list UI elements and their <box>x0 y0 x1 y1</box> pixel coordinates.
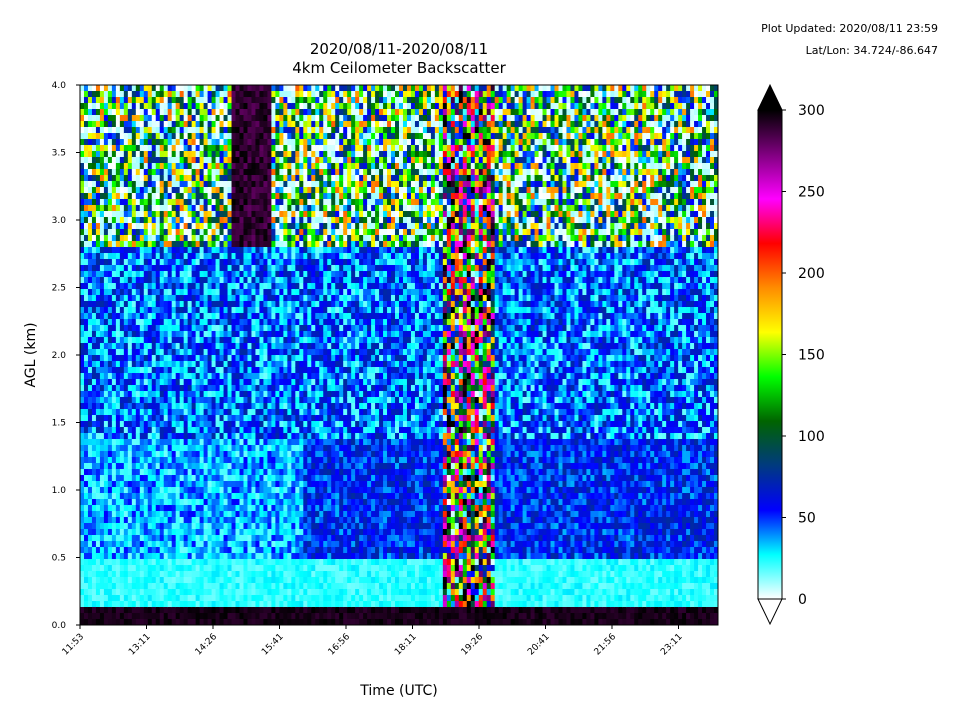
colorbar-tick-label: 200 <box>798 266 825 282</box>
colorbar-tick-label: 100 <box>798 429 825 445</box>
x-tick-label: 20:41 <box>526 632 551 657</box>
colorbar-tick-label: 250 <box>798 185 825 201</box>
colorbar-tick-label: 0 <box>798 592 807 608</box>
x-tick-label: 16:56 <box>327 632 353 658</box>
y-tick-label: 3.5 <box>52 149 66 159</box>
colorbar-tick-label: 300 <box>798 103 825 119</box>
colorbar-tick-label: 150 <box>798 348 825 364</box>
colorbar-tick-label: 50 <box>798 511 816 527</box>
x-tick-label: 21:56 <box>593 632 619 658</box>
y-axis-label: AGL (km) <box>23 322 39 387</box>
colorbar-extend-min <box>757 598 783 626</box>
colorbar-extend-max <box>757 83 783 111</box>
y-tick-label: 0.5 <box>52 554 66 564</box>
x-tick-label: 23:11 <box>659 632 684 657</box>
x-axis: 11:53 13:11 14:26 15:41 16:56 18:11 19:26 20:41… <box>61 625 685 657</box>
x-tick-label: 15:41 <box>260 632 285 657</box>
x-axis-label: Time (UTC) <box>359 683 437 699</box>
y-tick-label: 1.0 <box>52 486 67 496</box>
colorbar-gradient <box>757 109 783 600</box>
y-tick-label: 2.0 <box>52 351 67 361</box>
x-tick-label: 19:26 <box>460 632 486 658</box>
x-tick-label: 14:26 <box>194 632 220 658</box>
x-tick-label: 11:53 <box>61 632 86 657</box>
chart-subtitle: 4km Ceilometer Backscatter <box>292 59 506 77</box>
y-tick-label: 3.0 <box>52 216 67 226</box>
plot-updated-label: Plot Updated: 2020/08/11 23:59 <box>761 22 938 35</box>
chart-title: 2020/08/11-2020/08/11 <box>309 40 489 58</box>
y-tick-label: 2.5 <box>52 284 66 294</box>
x-tick-label: 13:11 <box>127 632 152 657</box>
x-tick-label: 18:11 <box>393 632 418 657</box>
y-axis: 0.0 0.5 1.0 1.5 2.0 2.5 3.0 3.5 4.0 <box>52 81 80 631</box>
y-tick-label: 0.0 <box>52 621 67 631</box>
backscatter-heatmap <box>80 85 718 625</box>
lat-lon-label: Lat/Lon: 34.724/-86.647 <box>805 44 938 57</box>
colorbar: 0 50 100 150 200 250 300 <box>757 83 825 626</box>
y-tick-label: 4.0 <box>52 81 67 91</box>
y-tick-label: 1.5 <box>52 419 66 429</box>
